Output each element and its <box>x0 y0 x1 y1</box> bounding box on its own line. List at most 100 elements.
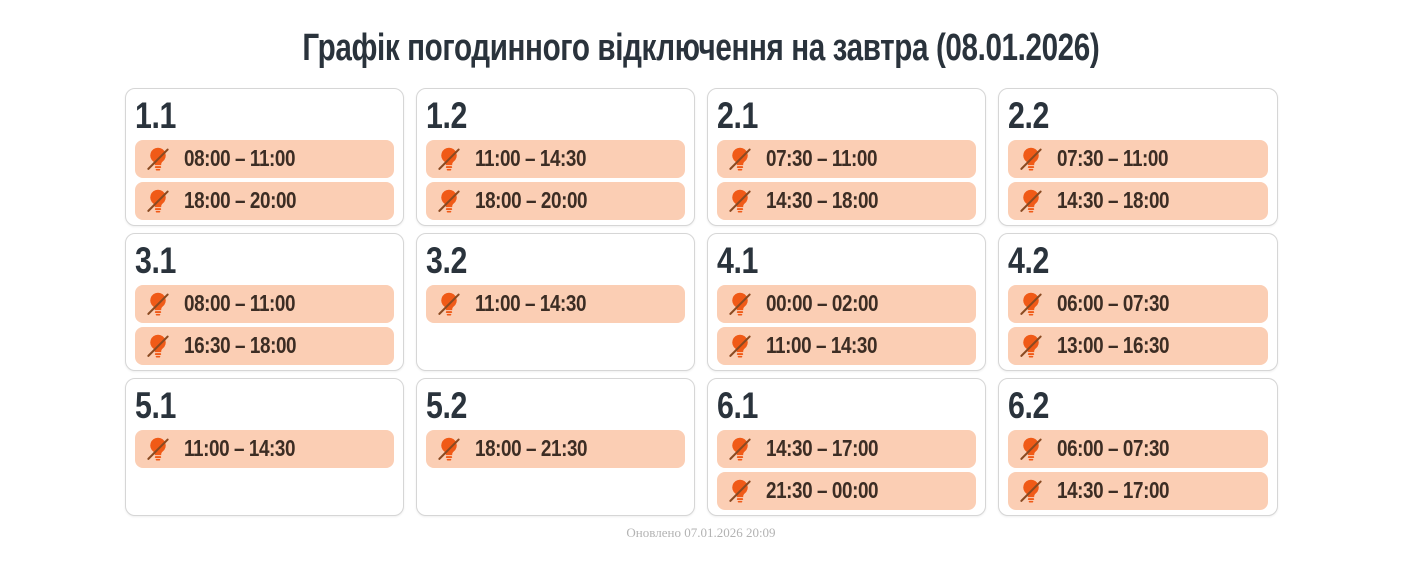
outage-time-range: 11:00 – 14:30 <box>475 145 610 172</box>
outage-time-range: 14:30 – 18:00 <box>1057 187 1194 214</box>
outage-slot: 00:00 – 02:00 <box>717 284 977 323</box>
group-number: 1.1 <box>135 93 394 140</box>
outage-slot: 14:30 – 18:00 <box>717 181 977 220</box>
group-number-text: 1.2 <box>425 94 467 136</box>
outage-time-range-text: 14:30 – 17:00 <box>766 435 879 462</box>
outage-time-range-text: 16:30 – 18:00 <box>183 332 297 359</box>
outage-slot: 06:00 – 07:30 <box>1008 429 1268 468</box>
outage-slot: 11:00 – 14:30 <box>425 139 685 178</box>
outage-time-range-text: 08:00 – 11:00 <box>183 290 295 317</box>
power-off-bulb-icon <box>1018 436 1044 462</box>
slot-list: 14:30 – 17:00 21:30 – 00:00 <box>717 429 977 510</box>
group-card: 2.2 07:30 – 11:00 14:30 – 18:00 <box>998 87 1278 226</box>
group-number-text: 6.2 <box>1008 384 1050 426</box>
group-number-text: 2.1 <box>717 94 758 136</box>
outage-time-range-text: 14:30 – 18:00 <box>1057 187 1170 214</box>
power-off-bulb-icon <box>436 436 462 462</box>
power-off-bulb-icon <box>1018 333 1044 359</box>
group-number-text: 4.1 <box>717 239 758 281</box>
outage-time-range-text: 08:00 – 11:00 <box>183 145 295 172</box>
outage-time-range: 00:00 – 02:00 <box>766 290 903 317</box>
schedule-grid: 1.1 08:00 – 11:00 18:00 – 20:00 1.2 <box>124 87 1278 516</box>
power-off-bulb-icon <box>727 436 753 462</box>
group-number: 6.2 <box>1008 383 1267 430</box>
outage-time-range-text: 11:00 – 14:30 <box>183 435 295 462</box>
outage-time-range-text: 00:00 – 02:00 <box>766 290 879 317</box>
group-number-text: 6.1 <box>717 384 758 426</box>
updated-timestamp: Оновлено 07.01.2026 20:09 <box>626 524 776 540</box>
power-off-bulb-icon <box>727 146 753 172</box>
outage-time-range-text: 21:30 – 00:00 <box>766 477 879 504</box>
group-card: 3.2 11:00 – 14:30 <box>415 232 695 371</box>
outage-slot: 11:00 – 14:30 <box>425 284 685 323</box>
power-off-bulb-icon <box>727 188 753 214</box>
group-card: 3.1 08:00 – 11:00 16:30 – 18:00 <box>124 232 404 371</box>
power-off-bulb-icon <box>727 291 753 317</box>
group-number: 2.1 <box>717 93 976 140</box>
group-card: 6.2 06:00 – 07:30 14:30 – 17:00 <box>998 377 1278 516</box>
group-number-text: 5.2 <box>425 384 467 426</box>
slot-list: 07:30 – 11:00 14:30 – 18:00 <box>717 139 977 220</box>
outage-time-range: 07:30 – 11:00 <box>1057 145 1192 172</box>
outage-slot: 11:00 – 14:30 <box>717 326 977 365</box>
group-card: 5.2 18:00 – 21:30 <box>415 377 695 516</box>
group-card: 1.2 11:00 – 14:30 18:00 – 20:00 <box>415 87 695 226</box>
slot-list: 00:00 – 02:00 11:00 – 14:30 <box>717 284 977 365</box>
outage-time-range: 06:00 – 07:30 <box>1057 290 1194 317</box>
outage-time-range-text: 11:00 – 14:30 <box>474 145 586 172</box>
power-off-bulb-icon <box>436 188 462 214</box>
group-number-text: 2.2 <box>1008 94 1050 136</box>
power-off-bulb-icon <box>1018 188 1044 214</box>
outage-time-range: 11:00 – 14:30 <box>766 332 901 359</box>
group-card: 6.1 14:30 – 17:00 21:30 – 00:00 <box>707 377 987 516</box>
outage-time-range: 16:30 – 18:00 <box>184 332 321 359</box>
power-off-bulb-icon <box>436 291 462 317</box>
outage-slot: 13:00 – 16:30 <box>1008 326 1268 365</box>
outage-slot: 08:00 – 11:00 <box>134 284 394 323</box>
outage-slot: 07:30 – 11:00 <box>1008 139 1268 178</box>
outage-time-range-text: 07:30 – 11:00 <box>1057 145 1169 172</box>
outage-slot: 14:30 – 17:00 <box>1008 471 1268 510</box>
outage-time-range: 06:00 – 07:30 <box>1057 435 1194 462</box>
outage-time-range-text: 13:00 – 16:30 <box>1057 332 1170 359</box>
outage-slot: 14:30 – 17:00 <box>717 429 977 468</box>
outage-time-range-text: 06:00 – 07:30 <box>1057 290 1170 317</box>
power-off-bulb-icon <box>1018 146 1044 172</box>
outage-time-range: 14:30 – 17:00 <box>766 435 903 462</box>
outage-time-range: 11:00 – 14:30 <box>475 290 610 317</box>
outage-time-range: 18:00 – 21:30 <box>475 435 612 462</box>
outage-time-range: 11:00 – 14:30 <box>184 435 319 462</box>
outage-time-range: 08:00 – 11:00 <box>184 290 319 317</box>
group-number: 5.1 <box>135 383 394 430</box>
group-card: 5.1 11:00 – 14:30 <box>124 377 404 516</box>
outage-slot: 16:30 – 18:00 <box>134 326 394 365</box>
slot-list: 06:00 – 07:30 13:00 – 16:30 <box>1008 284 1268 365</box>
outage-slot: 18:00 – 21:30 <box>425 429 685 468</box>
power-off-bulb-icon <box>145 146 171 172</box>
power-off-bulb-icon <box>1018 291 1044 317</box>
outage-time-range: 18:00 – 20:00 <box>475 187 612 214</box>
outage-time-range-text: 07:30 – 11:00 <box>766 145 878 172</box>
outage-slot: 08:00 – 11:00 <box>134 139 394 178</box>
outage-time-range-text: 18:00 – 20:00 <box>474 187 588 214</box>
power-off-bulb-icon <box>727 478 753 504</box>
slot-list: 07:30 – 11:00 14:30 – 18:00 <box>1008 139 1268 220</box>
outage-time-range-text: 18:00 – 21:30 <box>474 435 588 462</box>
group-number: 3.2 <box>426 238 685 285</box>
outage-time-range: 14:30 – 17:00 <box>1057 477 1194 504</box>
group-number-text: 3.1 <box>134 239 176 281</box>
outage-slot: 18:00 – 20:00 <box>425 181 685 220</box>
group-card: 4.1 00:00 – 02:00 11:00 – 14:30 <box>707 232 987 371</box>
slot-list: 08:00 – 11:00 16:30 – 18:00 <box>134 284 394 365</box>
power-off-bulb-icon <box>1018 478 1044 504</box>
group-number-text: 1.1 <box>134 94 176 136</box>
power-off-bulb-icon <box>727 333 753 359</box>
power-off-bulb-icon <box>436 146 462 172</box>
outage-slot: 07:30 – 11:00 <box>717 139 977 178</box>
slot-list: 11:00 – 14:30 <box>134 429 394 468</box>
outage-slot: 21:30 – 00:00 <box>717 471 977 510</box>
group-number: 4.1 <box>717 238 976 285</box>
slot-list: 11:00 – 14:30 <box>425 284 685 323</box>
group-number: 1.2 <box>426 93 685 140</box>
power-off-bulb-icon <box>145 333 171 359</box>
